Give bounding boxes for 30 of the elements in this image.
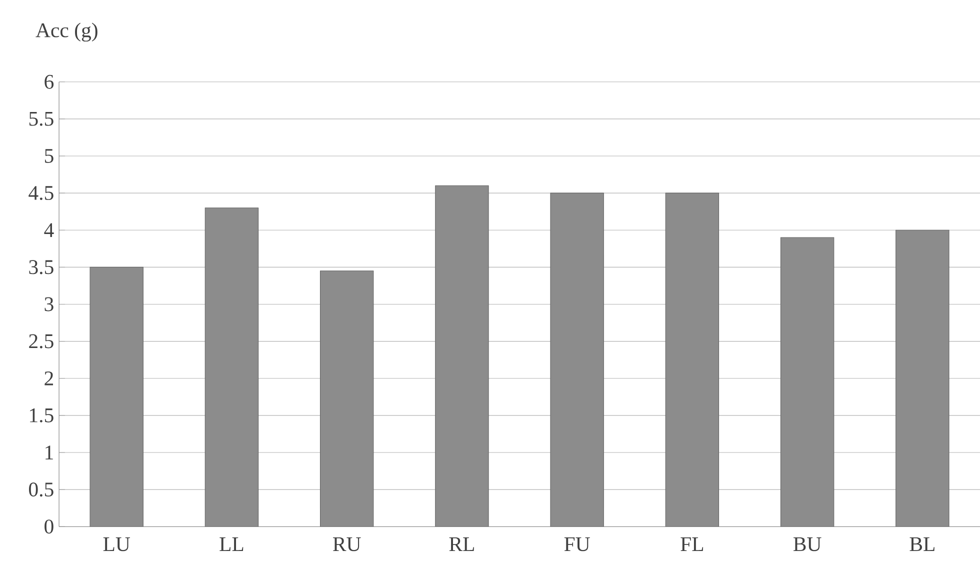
y-tick-label: 2.5 — [29, 334, 54, 348]
bar — [435, 185, 489, 527]
bar — [320, 270, 374, 527]
x-tick-label: RU — [333, 538, 361, 552]
y-tick-label: 5.5 — [29, 112, 54, 126]
x-tick-label: LU — [103, 538, 130, 552]
y-tick-label: 1.5 — [30, 408, 54, 423]
bar — [896, 230, 950, 527]
x-tick-label: FU — [564, 538, 590, 552]
y-tick-label: 0 — [44, 520, 54, 534]
y-tick-label: 1 — [46, 446, 53, 460]
y-tick-label: 4.5 — [28, 186, 54, 200]
x-tick-label: LL — [220, 538, 244, 552]
bar — [204, 208, 259, 527]
x-tick-label: BL — [910, 538, 934, 552]
y-tick-label: 3.5 — [29, 260, 54, 274]
y-tick-label: 0.5 — [29, 482, 54, 497]
y-tick-label: 6 — [44, 75, 54, 89]
bar — [90, 267, 144, 527]
y-tick-label: 5 — [44, 149, 54, 163]
bar — [550, 192, 604, 527]
y-tick-label: 3 — [44, 297, 54, 312]
x-tick-label: BU — [794, 538, 822, 552]
y-axis-title: Acc (g) — [36, 22, 98, 42]
x-tick-label: FL — [680, 538, 704, 552]
bar — [780, 237, 834, 527]
y-tick-label: 2 — [44, 372, 53, 386]
bar — [665, 192, 720, 527]
y-tick-label: 4 — [44, 223, 54, 238]
x-tick-label: RL — [449, 538, 474, 552]
